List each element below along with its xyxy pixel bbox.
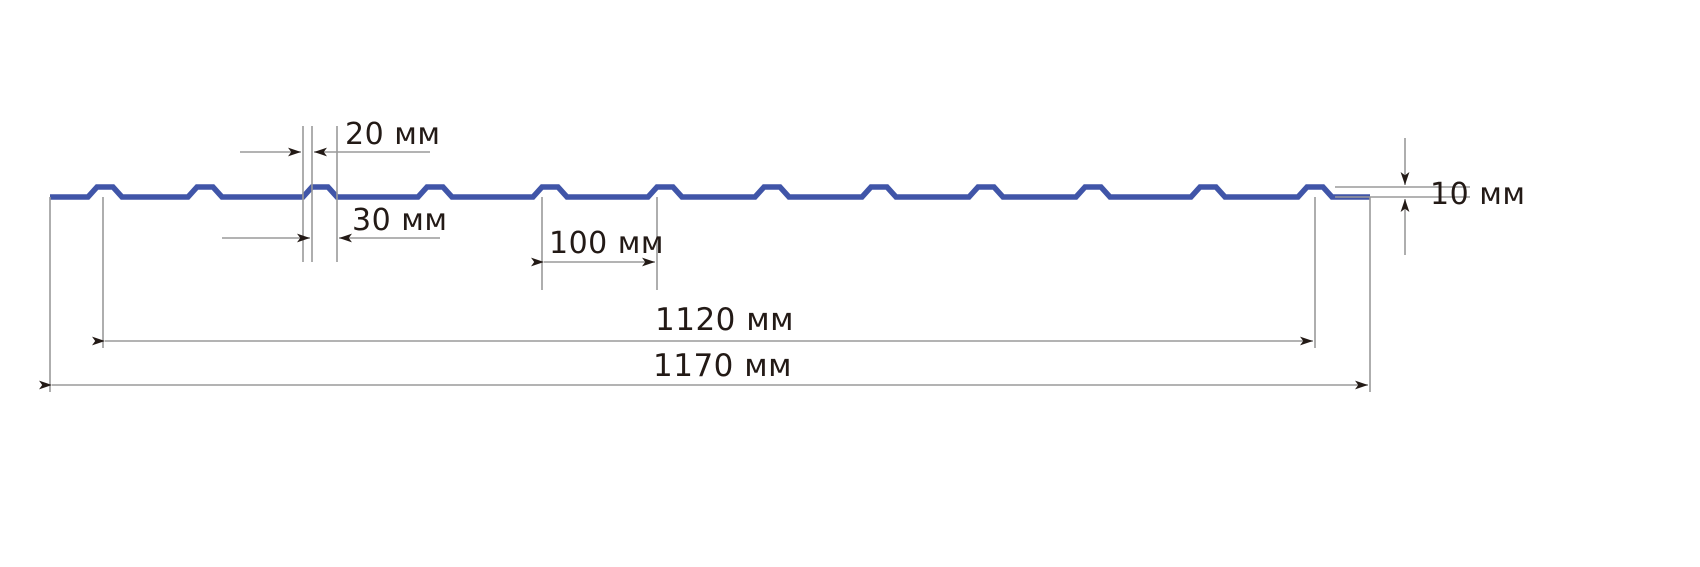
dim-label-total-width: 1170 мм — [653, 348, 793, 384]
dim-label-rib-height: 10 мм — [1430, 177, 1526, 212]
profile-polyline — [50, 184, 1370, 200]
extension-lines — [49, 126, 1470, 392]
dim-label-rib-pitch: 100 мм — [549, 226, 665, 261]
dim-label-rib-base-width: 30 мм — [352, 203, 448, 238]
dimension-lines — [39, 138, 1410, 390]
profile-outline — [50, 184, 1370, 200]
dim-label-useful-width: 1120 мм — [655, 302, 795, 338]
dim-label-rib-top-width: 20 мм — [345, 117, 441, 152]
